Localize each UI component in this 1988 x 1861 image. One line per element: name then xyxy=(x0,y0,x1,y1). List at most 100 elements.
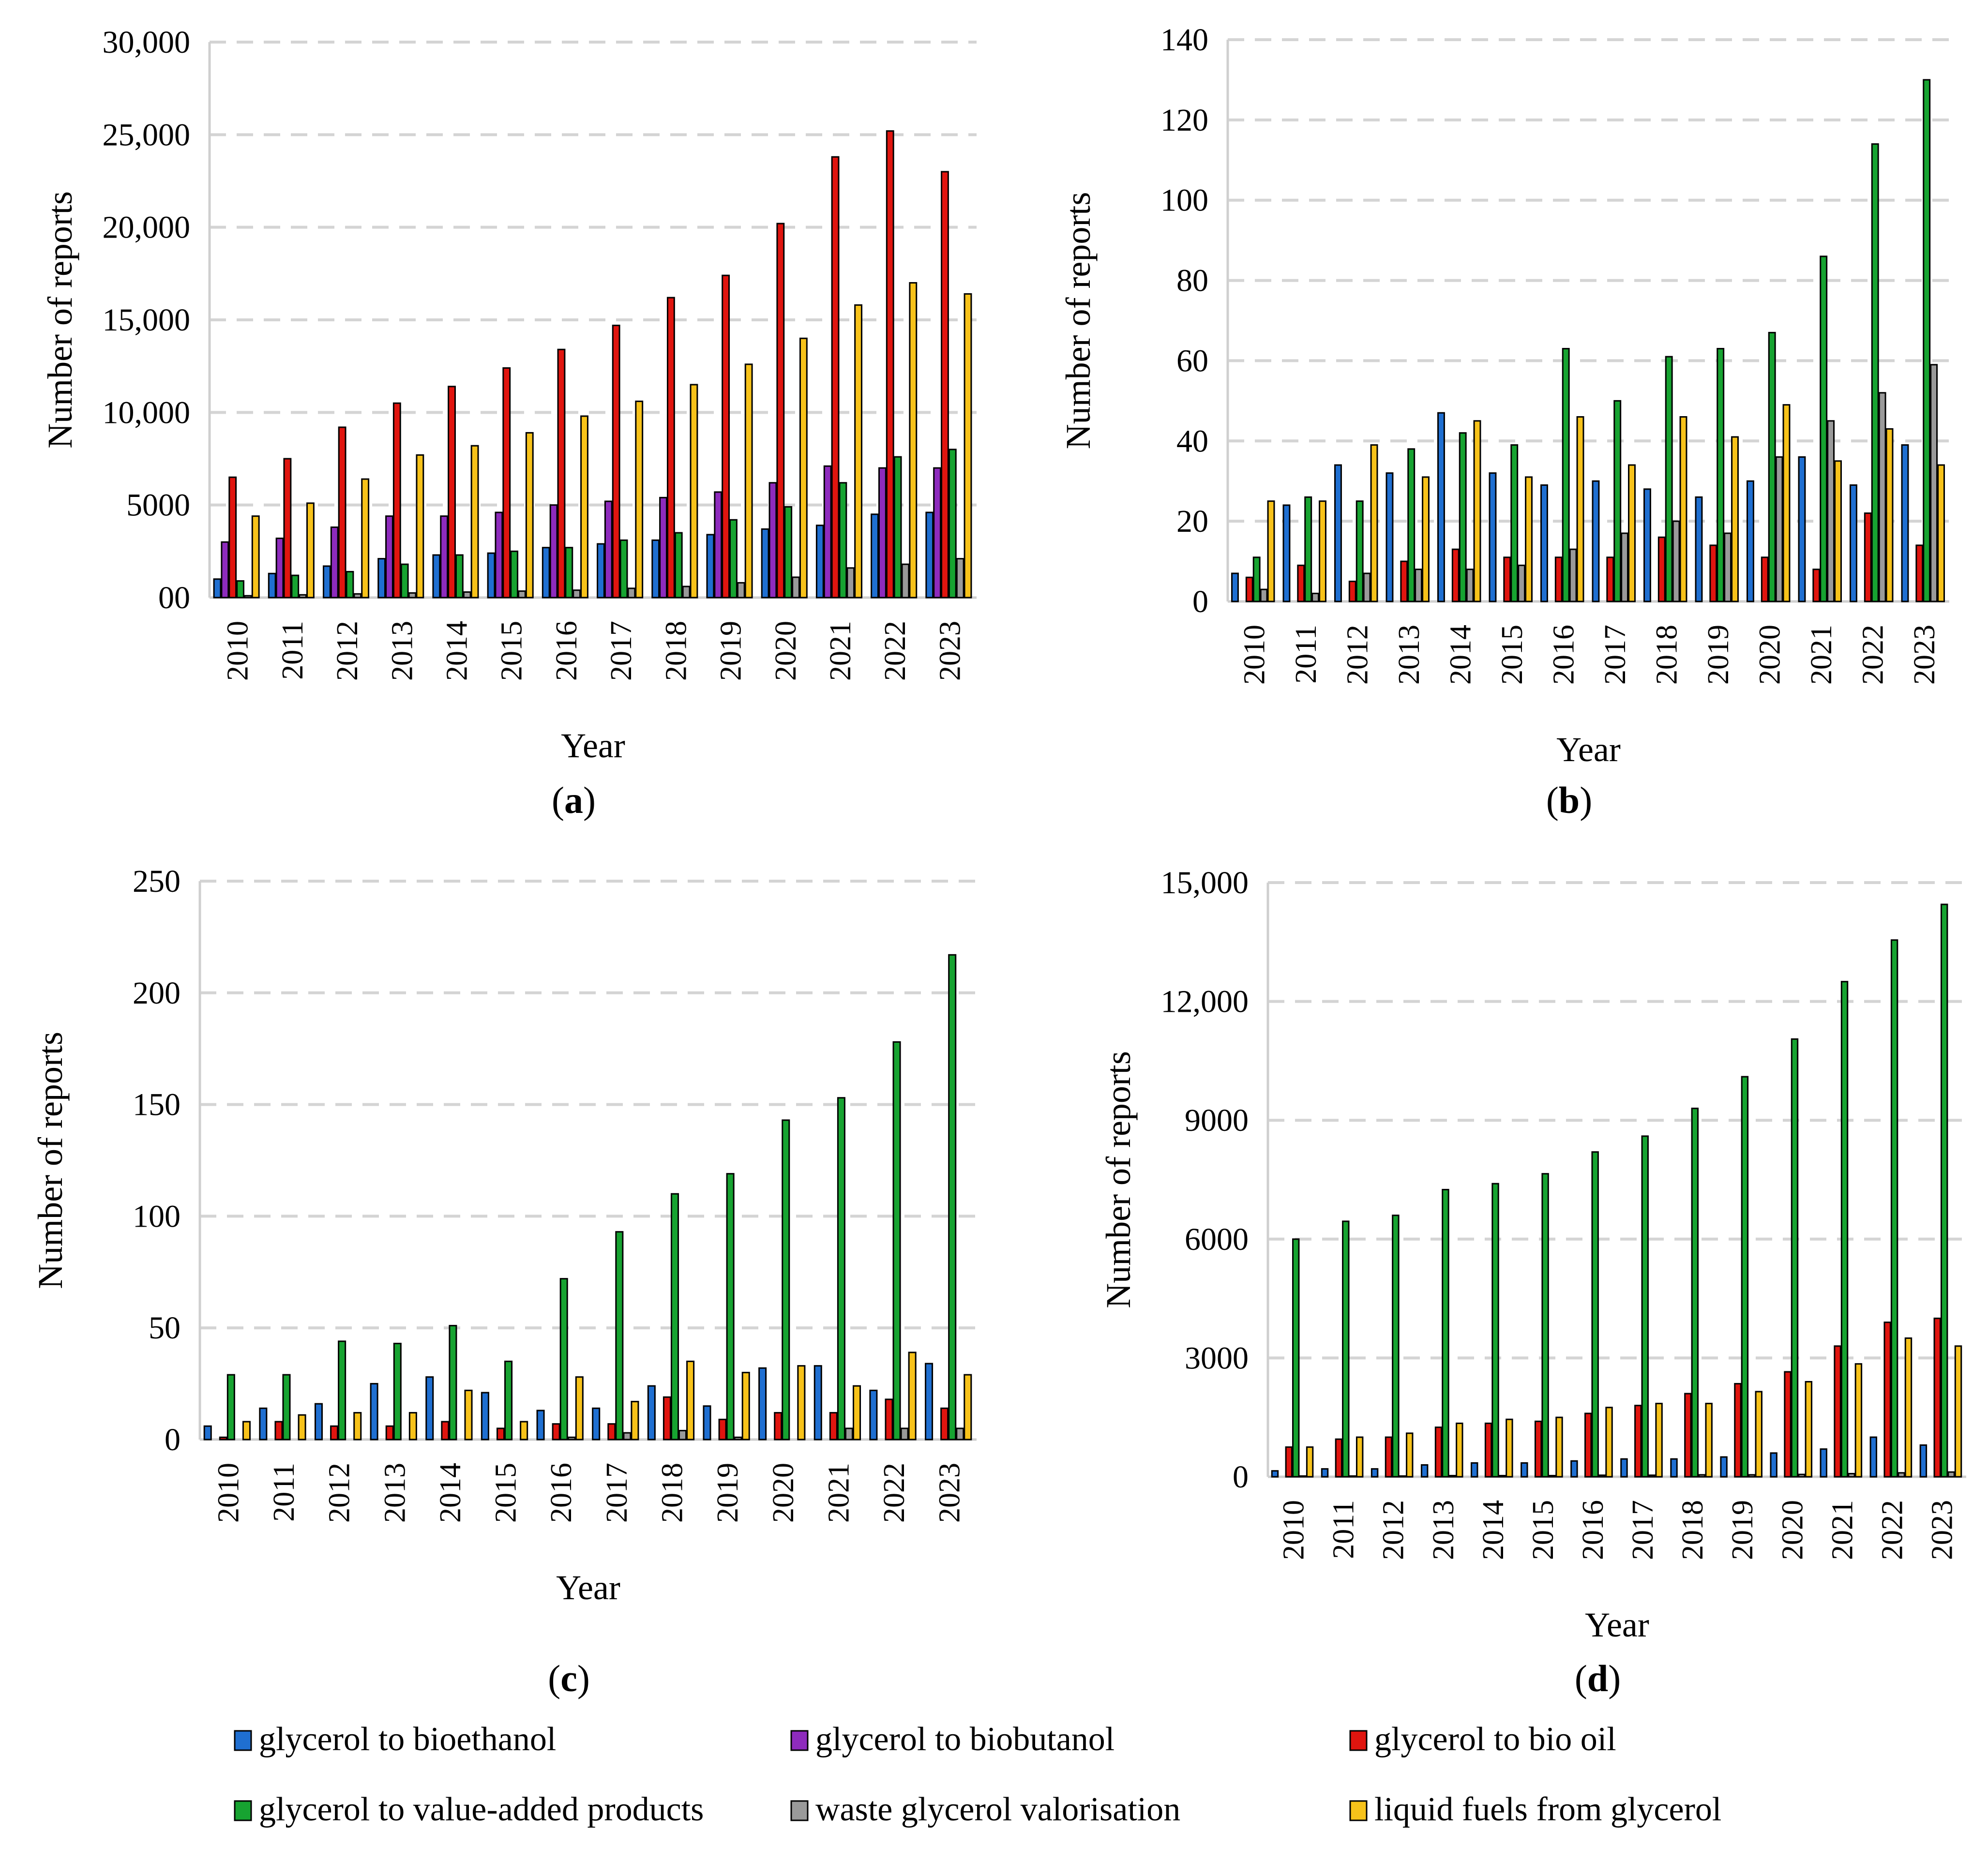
y-tick-label: 120 xyxy=(1160,103,1208,138)
bar-a-glycerol-to-value-added-products-2010 xyxy=(236,580,244,599)
bar-c-liquid-fuels-from-glycerol-2017 xyxy=(631,1401,639,1441)
y-tick-label: 15,000 xyxy=(103,302,191,338)
bar-c-glycerol-to-value-added-products-2018 xyxy=(670,1193,679,1441)
bar-c-glycerol-to-value-added-products-2013 xyxy=(393,1343,402,1441)
bar-b-waste-glycerol-valorisation-2014 xyxy=(1466,569,1474,602)
bar-a-glycerol-to-value-added-products-2015 xyxy=(510,550,519,599)
bar-a-glycerol-to-value-added-products-2014 xyxy=(455,554,464,599)
bar-b-waste-glycerol-valorisation-2013 xyxy=(1415,569,1423,602)
bar-a-waste-glycerol-valorisation-2021 xyxy=(846,567,855,599)
bar-d-waste-glycerol-valorisation-2016 xyxy=(1598,1474,1606,1478)
bar-c-glycerol-to-value-added-products-2012 xyxy=(338,1340,346,1441)
bar-b-waste-glycerol-valorisation-2023 xyxy=(1930,364,1938,602)
chart-panel-d: 0 3000 6000 9000 12,000 15,000 2010 2011 2012 201… xyxy=(1099,865,1966,1699)
x-tick-label: 2010 xyxy=(212,1463,245,1523)
bar-d-liquid-fuels-from-glycerol-2015 xyxy=(1555,1416,1563,1478)
bar-a-glycerol-to-biobutanol-2021 xyxy=(823,465,832,599)
bar-c-glycerol-to-bio-oil-2018 xyxy=(663,1396,671,1441)
bar-d-glycerol-to-bio-oil-2022 xyxy=(1883,1321,1891,1478)
bar-a-waste-glycerol-valorisation-2010 xyxy=(243,595,252,599)
chart-panel-a: 00 5000 10,000 15,000 20,000 25,000 30,000 2010… xyxy=(41,25,977,821)
bar-a-glycerol-to-biobutanol-2012 xyxy=(330,526,339,599)
bar-b-waste-glycerol-valorisation-2020 xyxy=(1775,456,1783,602)
x-tick-label: 2016 xyxy=(1577,1500,1610,1560)
bar-c-waste-glycerol-valorisation-2017 xyxy=(623,1432,632,1441)
bar-d-glycerol-to-bioethanol-2022 xyxy=(1869,1436,1878,1478)
bar-d-glycerol-to-bio-oil-2018 xyxy=(1684,1393,1692,1478)
x-tick-label: 2022 xyxy=(878,1463,911,1523)
bar-c-glycerol-to-bioethanol-2017 xyxy=(592,1407,601,1441)
bar-c-glycerol-to-bio-oil-2021 xyxy=(829,1412,838,1441)
bar-a-glycerol-to-value-added-products-2019 xyxy=(729,519,738,599)
bar-b-waste-glycerol-valorisation-2016 xyxy=(1569,548,1577,602)
bar-d-liquid-fuels-from-glycerol-2011 xyxy=(1355,1436,1364,1478)
bar-b-liquid-fuels-from-glycerol-2010 xyxy=(1267,500,1275,602)
bar-d-glycerol-to-value-added-products-2021 xyxy=(1840,981,1849,1478)
bar-d-waste-glycerol-valorisation-2015 xyxy=(1548,1475,1556,1478)
bar-a-glycerol-to-bio-oil-2020 xyxy=(776,223,785,599)
bar-d-glycerol-to-value-added-products-2010 xyxy=(1292,1238,1300,1478)
bar-a-waste-glycerol-valorisation-2020 xyxy=(792,576,800,599)
bar-d-glycerol-to-value-added-products-2015 xyxy=(1541,1173,1549,1478)
bar-d-liquid-fuels-from-glycerol-2021 xyxy=(1854,1363,1863,1478)
bar-b-glycerol-to-bioethanol-2019 xyxy=(1695,496,1703,602)
bar-b-glycerol-to-bio-oil-2012 xyxy=(1348,581,1356,602)
bar-a-glycerol-to-value-added-products-2017 xyxy=(619,539,628,599)
bar-a-glycerol-to-biobutanol-2018 xyxy=(659,496,667,599)
bar-b-glycerol-to-value-added-products-2020 xyxy=(1768,331,1776,602)
bar-b-glycerol-to-bioethanol-2012 xyxy=(1334,464,1342,602)
bar-c-glycerol-to-bioethanol-2023 xyxy=(925,1363,934,1441)
legend-item-liquid-fuels-from-glycerol: liquid fuels from glycerol xyxy=(1349,1791,1721,1828)
legend-item-glycerol-to-bioethanol: glycerol to bioethanol xyxy=(234,1721,556,1758)
bar-a-liquid-fuels-from-glycerol-2013 xyxy=(416,454,424,599)
bar-d-liquid-fuels-from-glycerol-2016 xyxy=(1605,1407,1613,1478)
x-tick-label: 2021 xyxy=(1805,625,1838,685)
bar-a-liquid-fuels-from-glycerol-2023 xyxy=(964,293,972,599)
bar-d-waste-glycerol-valorisation-2018 xyxy=(1698,1474,1706,1478)
bar-d-glycerol-to-value-added-products-2022 xyxy=(1890,939,1898,1478)
bar-c-glycerol-to-value-added-products-2011 xyxy=(282,1374,291,1441)
legend-label: glycerol to bioethanol xyxy=(259,1721,556,1758)
bar-a-liquid-fuels-from-glycerol-2018 xyxy=(690,384,698,599)
bar-a-glycerol-to-biobutanol-2022 xyxy=(878,467,887,599)
bar-b-waste-glycerol-valorisation-2022 xyxy=(1878,392,1886,602)
x-tick-label: 2021 xyxy=(824,621,857,681)
y-tick-label: 15,000 xyxy=(1161,865,1249,900)
chart-panel-b: 0 20 40 60 80 100 120 140 2010 2011 2012 2013 2014 20… xyxy=(1059,22,1949,821)
bar-a-glycerol-to-bioethanol-2017 xyxy=(597,543,605,599)
bar-a-glycerol-to-biobutanol-2011 xyxy=(275,538,284,599)
legend-item-glycerol-to-bio-oil: glycerol to bio oil xyxy=(1349,1721,1616,1758)
bar-c-glycerol-to-bio-oil-2010 xyxy=(219,1436,227,1441)
y-tick-label: 5000 xyxy=(126,488,190,523)
bar-d-liquid-fuels-from-glycerol-2012 xyxy=(1406,1432,1414,1478)
bar-a-liquid-fuels-from-glycerol-2020 xyxy=(799,337,808,599)
bar-b-glycerol-to-bioethanol-2011 xyxy=(1282,504,1291,602)
bar-d-glycerol-to-value-added-products-2016 xyxy=(1591,1151,1599,1478)
bar-b-glycerol-to-bioethanol-2020 xyxy=(1747,480,1754,602)
legend-swatch xyxy=(234,1800,252,1821)
bar-c-glycerol-to-value-added-products-2019 xyxy=(726,1173,735,1441)
bar-d-glycerol-to-bioethanol-2012 xyxy=(1371,1468,1379,1478)
x-tick-label: 2019 xyxy=(1702,625,1735,685)
bar-a-glycerol-to-bioethanol-2015 xyxy=(487,552,496,599)
bar-d-glycerol-to-bioethanol-2015 xyxy=(1521,1462,1528,1478)
y-tick-label: 200 xyxy=(133,976,181,1011)
bar-d-liquid-fuels-from-glycerol-2020 xyxy=(1805,1381,1813,1478)
x-tick-label: 2010 xyxy=(1278,1500,1310,1560)
x-tick-label: 2017 xyxy=(1627,1500,1659,1560)
bar-b-glycerol-to-bio-oil-2013 xyxy=(1400,560,1408,602)
bar-c-waste-glycerol-valorisation-2022 xyxy=(900,1427,909,1441)
y-axis-title: Number of reports xyxy=(1099,1051,1138,1308)
bar-b-waste-glycerol-valorisation-2010 xyxy=(1260,588,1268,602)
x-tick-label: 2016 xyxy=(550,621,583,681)
bar-d-glycerol-to-bio-oil-2010 xyxy=(1285,1446,1293,1478)
bar-c-glycerol-to-value-added-products-2010 xyxy=(226,1374,235,1441)
bar-d-glycerol-to-bio-oil-2020 xyxy=(1784,1371,1792,1478)
bar-a-glycerol-to-bio-oil-2011 xyxy=(283,458,292,599)
bar-b-liquid-fuels-from-glycerol-2017 xyxy=(1628,464,1636,602)
bar-a-glycerol-to-bio-oil-2017 xyxy=(612,324,620,599)
bar-a-glycerol-to-bio-oil-2016 xyxy=(557,348,566,599)
y-tick-label: 9000 xyxy=(1185,1103,1249,1138)
bar-c-liquid-fuels-from-glycerol-2012 xyxy=(353,1412,362,1441)
bar-a-glycerol-to-bioethanol-2019 xyxy=(706,534,715,599)
